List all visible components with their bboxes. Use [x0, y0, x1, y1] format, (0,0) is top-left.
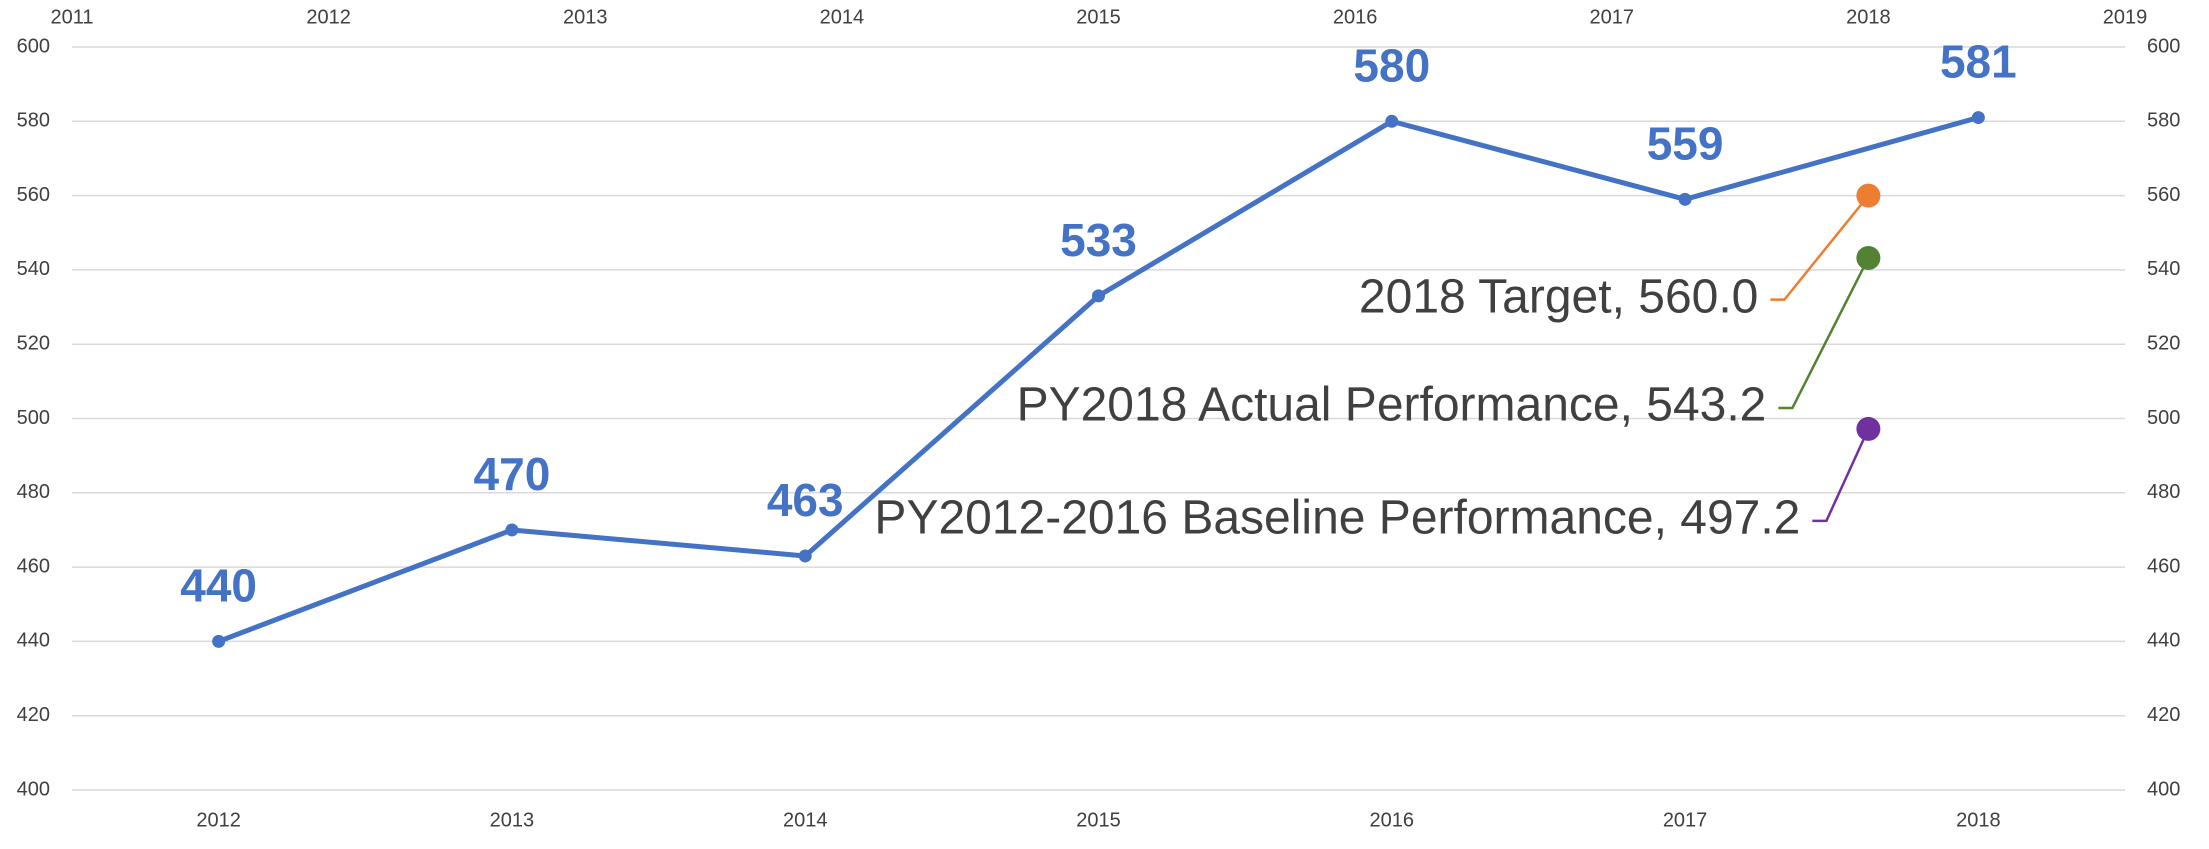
x2-tick-label: 2014	[820, 6, 865, 28]
y-tick-label: 520	[17, 332, 50, 354]
line-marker	[1385, 114, 1399, 128]
data-label: 559	[1647, 117, 1724, 169]
y-tick-label: 420	[17, 704, 50, 726]
line-marker	[505, 523, 519, 537]
data-label: 581	[1940, 36, 2017, 88]
y2-tick-label: 520	[2147, 332, 2180, 354]
x2-tick-label: 2017	[1590, 6, 1635, 28]
y2-tick-label: 540	[2147, 258, 2180, 280]
y2-tick-label: 580	[2147, 110, 2180, 132]
x-tick-label: 2014	[783, 809, 828, 831]
line-marker	[212, 634, 226, 648]
x2-tick-label: 2018	[1846, 6, 1891, 28]
y2-tick-label: 420	[2147, 704, 2180, 726]
y-tick-label: 460	[17, 555, 50, 577]
x-tick-label: 2018	[1956, 809, 2001, 831]
line-marker	[1971, 111, 1985, 125]
point-marker	[1856, 246, 1881, 271]
y2-tick-label: 400	[2147, 778, 2180, 800]
data-label: 470	[474, 448, 551, 500]
y2-tick-label: 560	[2147, 184, 2180, 206]
point-label: 2018 Target, 560.0	[1359, 270, 1758, 323]
y-tick-label: 500	[17, 407, 50, 429]
x2-tick-label: 2013	[563, 6, 608, 28]
x2-tick-label: 2012	[306, 6, 351, 28]
point-marker	[1856, 416, 1881, 441]
x2-tick-label: 2016	[1333, 6, 1378, 28]
x-tick-label: 2013	[490, 809, 535, 831]
leader-line	[1812, 428, 1870, 523]
y-tick-label: 600	[17, 35, 50, 57]
y2-tick-label: 440	[2147, 630, 2180, 652]
y-tick-label: 440	[17, 630, 50, 652]
y-tick-label: 540	[17, 258, 50, 280]
x2-tick-label: 2015	[1076, 6, 1121, 28]
y2-tick-label: 500	[2147, 407, 2180, 429]
y2-tick-label: 480	[2147, 481, 2180, 503]
line-marker	[798, 549, 812, 563]
x-tick-label: 2012	[196, 809, 241, 831]
leader-line	[1778, 257, 1870, 410]
x2-tick-label: 2011	[50, 6, 93, 28]
line-marker	[1678, 192, 1692, 206]
leader-line	[1770, 194, 1870, 301]
y2-tick-label: 600	[2147, 35, 2180, 57]
y-tick-label: 480	[17, 481, 50, 503]
line-marker	[1092, 289, 1105, 303]
y-tick-label: 560	[17, 184, 50, 206]
point-marker	[1856, 183, 1881, 208]
point-label: PY2018 Actual Performance, 543.2	[1017, 379, 1767, 432]
y-tick-label: 580	[17, 110, 50, 132]
y-tick-label: 400	[17, 778, 50, 800]
y2-tick-label: 460	[2147, 555, 2180, 577]
data-label: 580	[1353, 39, 1430, 91]
data-label: 463	[767, 474, 844, 526]
x2-tick-label: 2019	[2103, 6, 2148, 28]
data-label: 440	[180, 560, 257, 612]
data-label: 533	[1060, 214, 1137, 266]
x-tick-label: 2017	[1663, 809, 1708, 831]
x-tick-label: 2015	[1076, 809, 1121, 831]
point-label: PY2012-2016 Baseline Performance, 497.2	[874, 492, 1800, 545]
x-tick-label: 2016	[1370, 809, 1415, 831]
